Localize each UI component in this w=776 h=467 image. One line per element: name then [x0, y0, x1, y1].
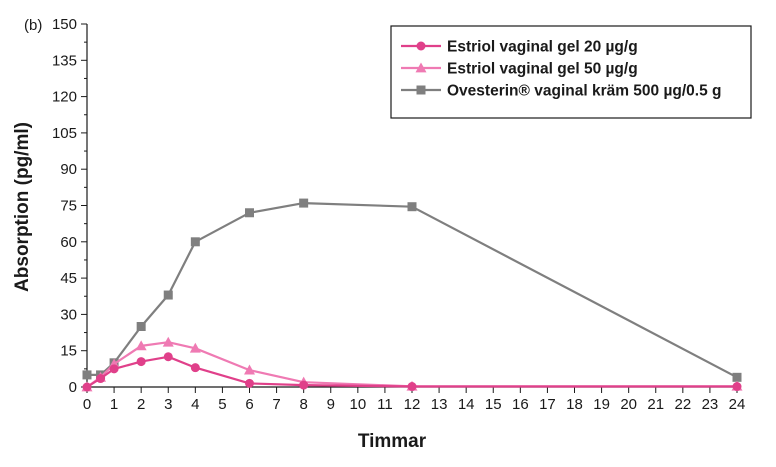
data-point: [96, 374, 106, 384]
y-axis-title: Absorption (pg/ml): [12, 122, 33, 292]
y-tick-label: 135: [52, 52, 77, 69]
panel-label: (b): [24, 17, 42, 34]
legend-label: Estriol vaginal gel 50 µg/g: [447, 61, 638, 78]
data-point: [244, 364, 255, 375]
x-tick-label: 3: [164, 396, 172, 413]
x-tick-label: 12: [404, 396, 421, 413]
series-line: [87, 202, 738, 379]
data-point: [407, 202, 417, 212]
y-tick-label: 0: [69, 379, 77, 396]
x-tick-label: 17: [539, 396, 556, 413]
y-tick-label: 150: [52, 16, 77, 33]
y-tick-label: 105: [52, 125, 77, 142]
legend: Estriol vaginal gel 20 µg/g Estriol vagin…: [390, 25, 752, 119]
x-tick-label: 1: [110, 396, 118, 413]
data-point: [732, 372, 742, 382]
data-point: [299, 198, 309, 208]
x-tick-label: 10: [349, 396, 366, 413]
y-tick-label: 15: [60, 343, 77, 360]
legend-label: Ovesterin® vaginal kräm 500 µg/0.5 g: [447, 83, 722, 100]
x-tick-label: 20: [620, 396, 637, 413]
y-tick-label: 45: [60, 270, 77, 287]
y-tick-label: 30: [60, 306, 77, 323]
series-line: [86, 341, 737, 388]
x-tick-label: 15: [485, 396, 502, 413]
series-2: [82, 198, 742, 382]
data-point: [245, 378, 254, 388]
legend-swatch-marker: [415, 62, 427, 73]
y-tick-label: 120: [52, 89, 77, 106]
data-point: [163, 290, 173, 300]
x-tick-label: 22: [674, 396, 691, 413]
series-0: [82, 352, 742, 392]
legend-label: Estriol vaginal gel 20 µg/g: [447, 39, 638, 56]
x-tick-label: 23: [702, 396, 719, 413]
x-tick-label: 0: [83, 396, 91, 413]
data-point: [245, 208, 254, 218]
y-tick-label: 90: [60, 161, 77, 178]
y-tick-label: 75: [60, 198, 77, 215]
data-point: [732, 382, 742, 392]
data-point: [109, 364, 119, 374]
x-tick-label: 9: [327, 396, 335, 413]
x-tick-label: 18: [566, 396, 583, 413]
x-tick-label: 24: [729, 396, 746, 413]
y-tick-label: 60: [60, 234, 77, 251]
legend-swatch-marker: [416, 41, 426, 51]
series-layer: [81, 198, 743, 392]
x-tick-label: 11: [377, 396, 393, 413]
x-tick-label: 14: [458, 396, 475, 413]
x-tick-label: 5: [218, 396, 226, 413]
data-point: [82, 382, 92, 392]
x-axis-title: Timmar: [358, 431, 427, 452]
x-tick-label: 6: [245, 396, 253, 413]
x-tick-label: 19: [593, 396, 610, 413]
data-point: [136, 357, 146, 367]
legend-box: [390, 25, 752, 119]
data-point: [190, 363, 200, 373]
data-point: [82, 370, 92, 380]
x-tick-label: 2: [137, 396, 145, 413]
data-point: [190, 237, 200, 247]
data-point: [162, 336, 174, 347]
x-tick-label: 16: [512, 396, 529, 413]
data-point: [299, 380, 309, 390]
x-tick-label: 21: [647, 396, 664, 413]
x-tick-label: 13: [431, 396, 448, 413]
data-point: [135, 340, 147, 351]
series-line: [86, 355, 737, 388]
data-point: [189, 342, 201, 353]
data-point: [407, 382, 417, 392]
x-tick-label: 7: [272, 396, 280, 413]
legend-swatch-marker: [416, 85, 426, 95]
data-point: [136, 322, 146, 331]
x-tick-label: 4: [191, 396, 199, 413]
data-point: [163, 352, 173, 362]
x-tick-label: 8: [299, 396, 307, 413]
